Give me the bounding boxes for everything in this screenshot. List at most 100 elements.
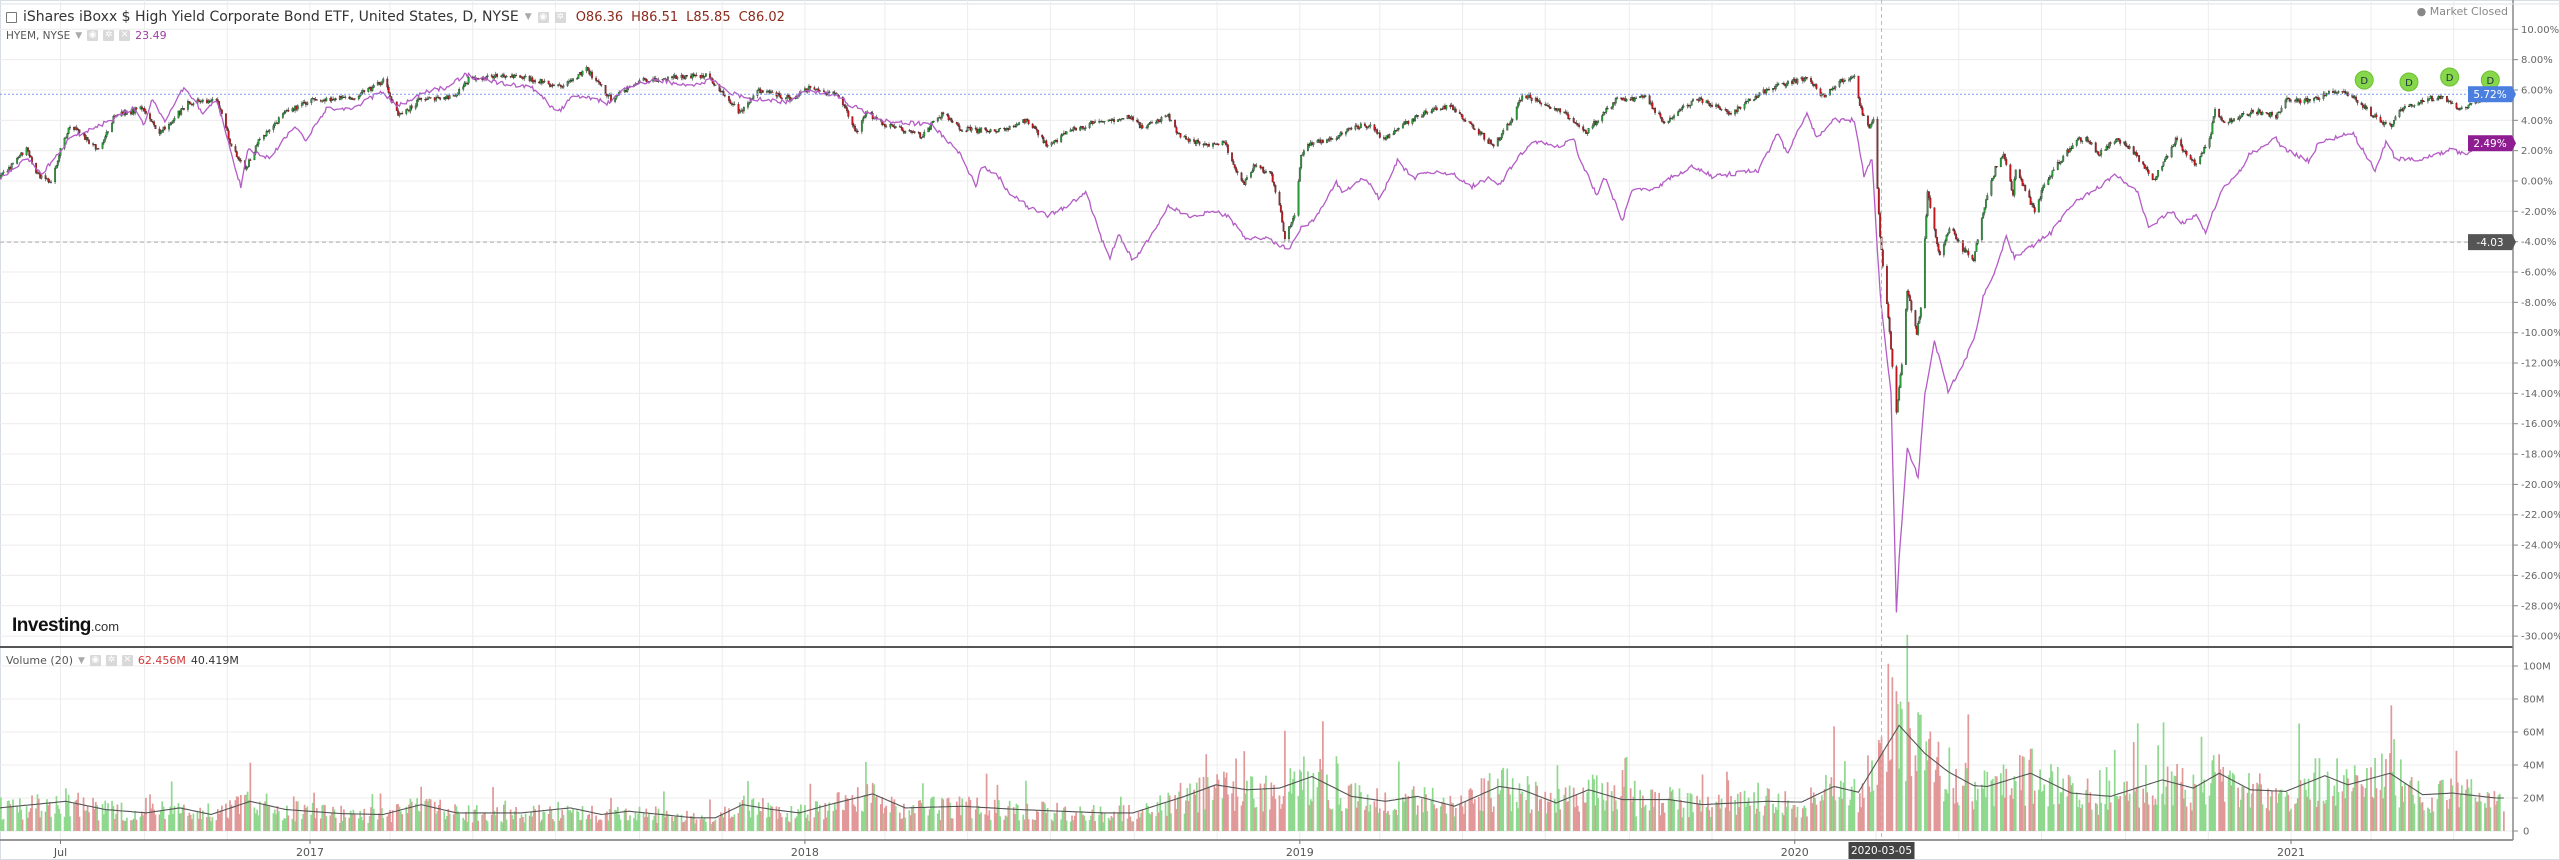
candle-body: [1777, 83, 1780, 85]
volume-bar: [585, 819, 588, 831]
candle-body: [1018, 122, 1021, 125]
volume-bar: [827, 810, 829, 831]
volume-bar: [2261, 804, 2264, 831]
ohlc-values: O86.36 H86.51 L85.85 C86.02: [576, 10, 793, 25]
volume-bar: [558, 820, 561, 831]
volume-bar: [2192, 774, 2195, 831]
volume-bar: [633, 818, 635, 831]
volume-bar: [131, 820, 134, 831]
candle-body: [1719, 107, 1722, 110]
volume-bar: [1624, 758, 1627, 831]
volume-bar: [1407, 795, 1410, 831]
candle-body: [1274, 185, 1277, 193]
candle-body: [1358, 127, 1361, 129]
volume-bar: [2248, 773, 2250, 831]
dividend-label: D: [2446, 73, 2454, 84]
volume-bar: [1991, 778, 1994, 831]
volume-bar: [1871, 760, 1873, 831]
last-price-badge-pointer: [2512, 86, 2516, 103]
volume-bar: [2079, 808, 2082, 831]
collapse-icon[interactable]: [6, 11, 17, 23]
volume-bar: [2427, 807, 2429, 831]
close-icon[interactable]: ✕: [121, 655, 133, 666]
volume-bar: [676, 813, 679, 831]
candle-body: [844, 105, 847, 108]
candle-body: [1606, 108, 1609, 110]
volume-bar: [277, 811, 280, 831]
volume-bar: [111, 800, 113, 831]
volume-bar: [398, 806, 401, 831]
volume-bars: [0, 634, 2505, 831]
volume-bar: [1501, 769, 1503, 831]
volume-bar: [794, 818, 797, 831]
volume-bar: [985, 773, 988, 831]
volume-bar: [2332, 795, 2334, 831]
volume-bar: [1917, 712, 1919, 831]
volume-bar: [1084, 820, 1087, 831]
volume-bar: [1762, 815, 1765, 831]
volume-bar: [180, 813, 183, 831]
volume-bar: [2211, 760, 2214, 831]
volume-bar: [257, 815, 260, 831]
volume-bar: [343, 809, 345, 831]
volume-bar: [341, 820, 344, 831]
candle-body: [2432, 100, 2435, 102]
volume-bar: [2039, 769, 2042, 831]
volume-bar: [665, 810, 668, 831]
candle-body: [722, 91, 725, 96]
volume-bar: [690, 816, 692, 831]
volume-bar: [1559, 809, 1562, 831]
candle-body: [1612, 102, 1614, 108]
candle-body: [1643, 96, 1646, 98]
candle-body: [187, 101, 189, 110]
chevron-down-icon[interactable]: ▼: [524, 12, 532, 22]
volume-bar: [779, 813, 782, 831]
volume-bar: [2173, 775, 2176, 831]
close-icon[interactable]: ✕: [119, 30, 131, 41]
candle-body: [257, 139, 260, 145]
chevron-down-icon[interactable]: ▼: [75, 30, 83, 41]
volume-bar: [1953, 803, 1956, 831]
candle-body: [600, 84, 603, 86]
eye-icon[interactable]: ◉: [87, 30, 99, 41]
candle-body: [1297, 181, 1300, 216]
candle-body: [966, 127, 969, 132]
volume-bar: [1739, 792, 1742, 831]
price-axis-label: -20.00%: [2521, 480, 2560, 491]
volume-bar: [1726, 771, 1728, 831]
candle-body: [1678, 109, 1681, 112]
candle-body: [1502, 130, 1505, 134]
candle-body: [2086, 137, 2089, 142]
candle-body: [2286, 97, 2288, 101]
eye-icon[interactable]: ◉: [89, 655, 101, 666]
candle-body: [1917, 323, 1920, 335]
volume-bar: [1395, 809, 1397, 831]
eye-icon[interactable]: ◉: [537, 11, 549, 23]
volume-bar: [153, 809, 155, 831]
volume-bar: [1823, 789, 1826, 831]
volume-bar: [143, 811, 146, 831]
gear-icon[interactable]: ✲: [103, 30, 115, 41]
volume-bar: [2189, 802, 2192, 831]
volume-bar: [370, 807, 372, 831]
volume-bar: [409, 798, 412, 831]
chevron-down-icon[interactable]: ▼: [78, 655, 85, 666]
volume-bar: [1822, 800, 1825, 831]
candle-body: [1300, 155, 1303, 168]
volume-bar: [2117, 799, 2120, 831]
candle-body: [284, 110, 287, 113]
volume-bar: [1804, 807, 1807, 831]
volume-bar: [56, 805, 59, 831]
volume-bar: [595, 815, 597, 831]
gear-icon[interactable]: ✲: [554, 11, 566, 23]
gear-icon[interactable]: ✲: [105, 655, 117, 666]
volume-bar: [2058, 803, 2060, 831]
candle-body: [2436, 98, 2439, 101]
candle-body: [2233, 118, 2235, 121]
volume-bar: [2060, 792, 2063, 831]
candle-body: [1148, 123, 1151, 125]
volume-bar: [302, 813, 305, 831]
instrument-title: iShares iBoxx $ High Yield Corporate Bon…: [23, 9, 519, 25]
candle-body: [1302, 150, 1305, 155]
